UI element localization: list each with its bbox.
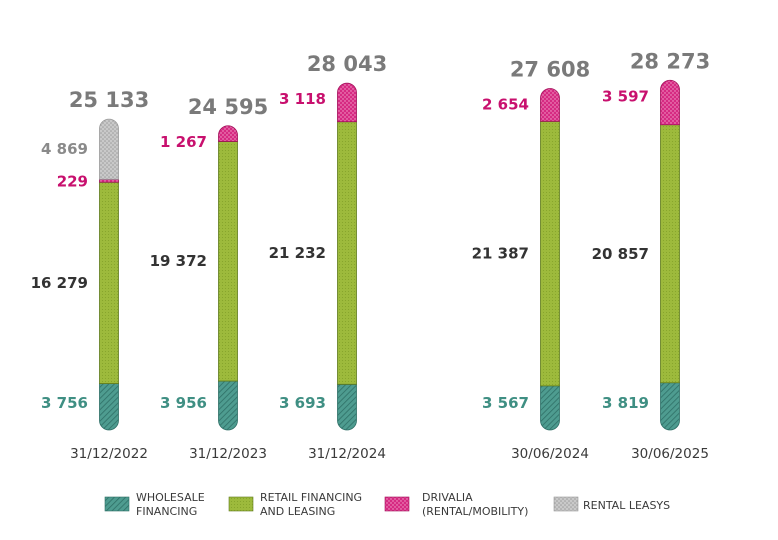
bar-segment-retail-1: [218, 141, 238, 382]
value-label-retail-1: 19 372: [150, 252, 207, 270]
bar-segment-leasys-0: [99, 118, 119, 180]
value-label-wholesale-4: 3 819: [602, 394, 649, 412]
legend-label-retail-0: RETAIL FINANCING: [260, 491, 362, 504]
legend-label-wholesale-1: FINANCING: [136, 505, 197, 518]
legend-label-drivalia-1: (RENTAL/MOBILITY): [422, 505, 528, 518]
bar-segment-wholesale-4: [660, 382, 680, 431]
value-label-drivalia-3: 2 654: [482, 95, 529, 113]
value-label-retail-0: 16 279: [31, 274, 88, 292]
bar-segment-wholesale-3: [540, 385, 560, 431]
bar-segment-retail-2: [337, 121, 357, 385]
bar-segment-wholesale-2: [337, 383, 357, 431]
legend-swatch-drivalia: [384, 496, 410, 512]
category-label-1: 31/12/2023: [189, 446, 267, 462]
bar-segment-retail-4: [660, 124, 680, 384]
value-label-drivalia-1: 1 267: [160, 133, 207, 151]
value-label-leasys-0: 4 869: [41, 140, 88, 158]
bar-segment-wholesale-1: [218, 380, 238, 431]
legend-label-retail-1: AND LEASING: [260, 505, 335, 518]
legend-label-leasys-0: RENTAL LEASYS: [583, 499, 670, 512]
value-label-wholesale-2: 3 693: [279, 394, 326, 412]
legend-swatch-leasys: [553, 496, 579, 512]
category-label-4: 30/06/2025: [631, 446, 709, 462]
bar-segment-drivalia-3: [540, 88, 560, 122]
value-label-wholesale-1: 3 956: [160, 394, 207, 412]
value-label-retail-4: 20 857: [592, 245, 649, 263]
bar-segment-drivalia-2: [337, 82, 357, 123]
value-label-drivalia-4: 3 597: [602, 87, 649, 105]
value-label-retail-3: 21 387: [472, 245, 529, 263]
bar-segment-wholesale-0: [99, 383, 119, 431]
legend-label-wholesale-0: WHOLESALE: [136, 491, 205, 504]
legend-swatch-wholesale: [104, 496, 130, 512]
bar-segment-retail-0: [99, 181, 119, 384]
bar-segment-retail-3: [540, 120, 560, 387]
bar-segment-drivalia-4: [660, 79, 680, 126]
total-label-3: 27 608: [510, 57, 590, 81]
category-label-2: 31/12/2024: [308, 446, 386, 462]
total-label-2: 28 043: [307, 52, 387, 76]
value-label-wholesale-3: 3 567: [482, 394, 529, 412]
bar-segment-drivalia-1: [218, 125, 238, 142]
value-label-drivalia-2: 3 118: [279, 90, 326, 108]
category-label-0: 31/12/2022: [70, 446, 148, 462]
legend-swatch-retail: [228, 496, 254, 512]
bar-segment-drivalia-0: [99, 178, 119, 183]
value-label-drivalia-0: 229: [57, 172, 88, 190]
legend-label-drivalia-0: DRIVALIA: [422, 491, 473, 504]
category-label-3: 30/06/2024: [511, 446, 589, 462]
value-label-retail-2: 21 232: [269, 244, 326, 262]
total-label-0: 25 133: [69, 88, 149, 112]
total-label-1: 24 595: [188, 95, 268, 119]
value-label-wholesale-0: 3 756: [41, 394, 88, 412]
total-label-4: 28 273: [630, 49, 710, 73]
